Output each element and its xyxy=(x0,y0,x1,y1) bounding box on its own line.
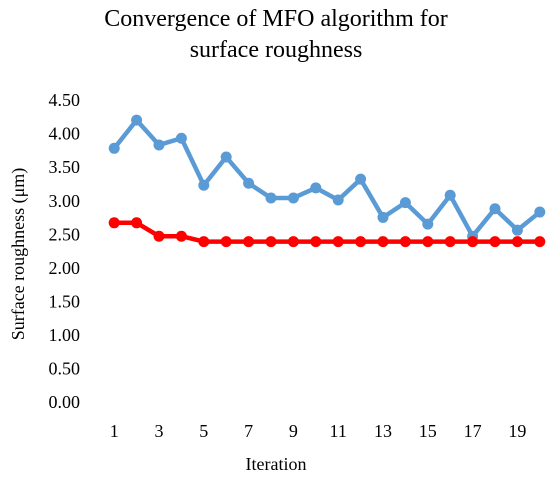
data-point xyxy=(131,217,143,229)
y-tick-label: 3.50 xyxy=(49,157,81,177)
y-tick-label: 0.50 xyxy=(49,359,81,379)
data-point xyxy=(265,236,277,248)
data-point xyxy=(377,236,389,248)
data-point xyxy=(287,236,299,248)
x-tick-label: 1 xyxy=(110,421,119,441)
x-tick-label: 11 xyxy=(330,421,347,441)
data-point xyxy=(153,139,165,151)
data-point xyxy=(131,114,143,126)
data-point xyxy=(220,236,232,248)
x-tick-label: 9 xyxy=(289,421,298,441)
series-line xyxy=(112,117,542,239)
x-tick-label: 13 xyxy=(374,421,392,441)
y-tick-label: 1.50 xyxy=(49,291,81,311)
data-point xyxy=(243,177,255,189)
data-point xyxy=(355,173,367,185)
data-point xyxy=(220,151,232,163)
data-point xyxy=(198,236,210,248)
x-tick-label: 17 xyxy=(464,421,482,441)
y-tick-label: 4.00 xyxy=(49,124,81,144)
data-point xyxy=(108,217,120,229)
y-axis-label: Surface roughness (μm) xyxy=(8,168,29,341)
y-tick-label: 3.00 xyxy=(49,191,81,211)
data-point xyxy=(310,236,322,248)
data-point xyxy=(310,182,322,194)
x-axis-label: Iteration xyxy=(246,454,307,474)
data-point xyxy=(444,236,456,248)
data-point xyxy=(243,236,255,248)
data-point xyxy=(399,197,411,209)
data-point xyxy=(332,236,344,248)
data-point xyxy=(422,218,434,230)
data-point xyxy=(153,230,165,242)
data-point xyxy=(175,230,187,242)
x-tick-label: 15 xyxy=(419,421,437,441)
data-point xyxy=(467,236,479,248)
data-point xyxy=(377,211,389,223)
data-point xyxy=(511,224,523,236)
data-point xyxy=(534,206,546,218)
data-point xyxy=(399,236,411,248)
data-point xyxy=(534,236,546,248)
data-point xyxy=(444,189,456,201)
y-tick-label: 4.50 xyxy=(49,90,81,110)
y-tick-label: 2.50 xyxy=(49,224,81,244)
data-point xyxy=(355,236,367,248)
y-tick-label: 0.00 xyxy=(49,392,81,412)
y-tick-label: 1.00 xyxy=(49,325,81,345)
data-point xyxy=(265,192,277,204)
data-point xyxy=(332,194,344,206)
data-point xyxy=(198,179,210,191)
x-tick-label: 19 xyxy=(508,421,526,441)
y-tick-label: 2.00 xyxy=(49,258,81,278)
data-point xyxy=(287,192,299,204)
data-point xyxy=(489,236,501,248)
x-tick-label: 5 xyxy=(199,421,208,441)
x-tick-label: 3 xyxy=(155,421,164,441)
data-point xyxy=(108,142,120,154)
data-point xyxy=(489,203,501,215)
chart-title: Convergence of MFO algorithm for surface… xyxy=(104,6,448,63)
data-point xyxy=(511,236,523,248)
x-tick-label: 7 xyxy=(244,421,253,441)
data-point xyxy=(175,132,187,144)
data-point xyxy=(422,236,434,248)
